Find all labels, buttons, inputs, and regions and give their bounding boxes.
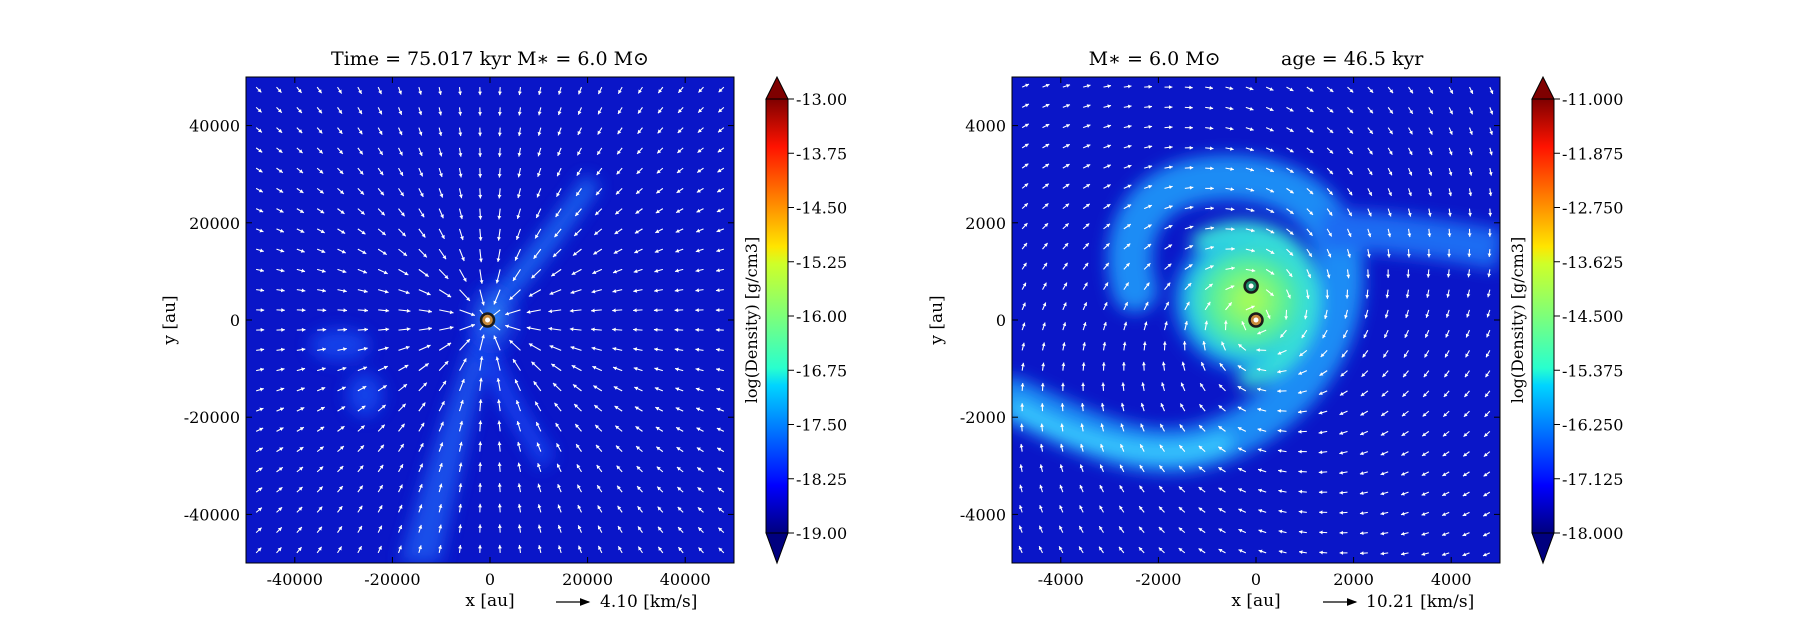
x-tick-label: -40000 bbox=[267, 570, 323, 589]
colorbar-tick-label: -12.750 bbox=[1562, 199, 1623, 218]
right-colorbar-min-extend bbox=[1531, 532, 1555, 565]
colorbar-tick-label: -16.75 bbox=[796, 361, 847, 380]
x-tick-label: 40000 bbox=[660, 570, 711, 589]
left-colorbar-label: log(Density) [g/cm3] bbox=[742, 237, 761, 403]
y-tick-label: -40000 bbox=[184, 505, 240, 524]
right-density-map bbox=[1012, 77, 1500, 563]
x-tick-label: 0 bbox=[1251, 570, 1261, 589]
colorbar-tick-label: -18.25 bbox=[796, 470, 847, 489]
colorbar-tick-label: -13.75 bbox=[796, 144, 847, 163]
left-density-map bbox=[246, 77, 734, 563]
left-xlabel: x [au] bbox=[465, 591, 514, 611]
left-colorbar-max-extend bbox=[765, 75, 789, 100]
x-tick-label: -4000 bbox=[1038, 570, 1084, 589]
x-tick-label: -20000 bbox=[364, 570, 420, 589]
colorbar-tick-label: -13.625 bbox=[1562, 253, 1623, 272]
right-axis-ticks: -4000 -2000 0 2000 4000 -4000 -2000 0 2000 4000 bbox=[960, 77, 1500, 589]
left-panel: Time = 75.017 kyr M∗ = 6.0 M⊙ -40000 -200… bbox=[160, 48, 847, 612]
x-tick-label: 20000 bbox=[562, 570, 613, 589]
right-vector-key-label: 10.21 [km/s] bbox=[1366, 592, 1474, 612]
left-title: Time = 75.017 kyr M∗ = 6.0 M⊙ bbox=[331, 48, 649, 70]
right-colorbar-label: log(Density) [g/cm3] bbox=[1508, 237, 1527, 403]
colorbar-tick-label: -14.50 bbox=[796, 199, 847, 218]
left-vector-key: 4.10 [km/s] bbox=[556, 592, 697, 612]
left-colorbar-fill bbox=[766, 99, 788, 533]
right-ylabel: y [au] bbox=[927, 295, 947, 345]
colorbar-tick-label: -19.00 bbox=[796, 524, 847, 543]
x-tick-label: 0 bbox=[485, 570, 495, 589]
right-velocity-field bbox=[1018, 83, 1494, 557]
right-vector-key: 10.21 [km/s] bbox=[1323, 592, 1474, 612]
right-xlabel: x [au] bbox=[1231, 591, 1280, 611]
y-tick-label: 0 bbox=[230, 311, 240, 330]
colorbar-tick-label: -13.00 bbox=[796, 90, 847, 109]
colorbar-tick-label: -11.000 bbox=[1562, 90, 1623, 109]
x-tick-label: 4000 bbox=[1431, 570, 1472, 589]
left-vector-key-label: 4.10 [km/s] bbox=[600, 592, 697, 612]
colorbar-tick-label: -15.375 bbox=[1562, 361, 1623, 380]
left-ylabel: y [au] bbox=[160, 295, 180, 345]
left-velocity-field bbox=[255, 86, 725, 554]
y-tick-label: -2000 bbox=[960, 408, 1006, 427]
x-tick-label: 2000 bbox=[1333, 570, 1374, 589]
y-tick-label: 2000 bbox=[965, 214, 1006, 233]
right-panel: M∗ = 6.0 M⊙ age = 46.5 kyr -4000 -2000 0 20… bbox=[927, 48, 1623, 612]
colorbar-tick-label: -16.250 bbox=[1562, 416, 1623, 435]
colorbar-tick-label: -11.875 bbox=[1562, 144, 1623, 163]
colorbar-tick-label: -16.00 bbox=[796, 307, 847, 326]
colorbar-tick-label: -17.125 bbox=[1562, 470, 1623, 489]
x-tick-label: -2000 bbox=[1135, 570, 1181, 589]
colorbar-tick-label: -17.50 bbox=[796, 416, 847, 435]
left-axis-ticks: -40000 -20000 0 20000 40000 -40000 -20000 0 2000… bbox=[184, 77, 734, 589]
y-tick-label: -20000 bbox=[184, 408, 240, 427]
left-colorbar-min-extend bbox=[765, 532, 789, 565]
y-tick-label: -4000 bbox=[960, 505, 1006, 524]
right-title: M∗ = 6.0 M⊙ age = 46.5 kyr bbox=[1089, 48, 1425, 70]
y-tick-label: 4000 bbox=[965, 117, 1006, 136]
colorbar-tick-label: -15.25 bbox=[796, 253, 847, 272]
y-tick-label: 20000 bbox=[189, 214, 240, 233]
y-tick-label: 0 bbox=[996, 311, 1006, 330]
right-colorbar-max-extend bbox=[1531, 75, 1555, 100]
colorbar-tick-label: -18.000 bbox=[1562, 524, 1623, 543]
right-colorbar: -11.000 -11.875 -12.750 -13.625 -14.500 -15.3… bbox=[1508, 75, 1623, 565]
left-colorbar: -13.00 -13.75 -14.50 -15.25 -16.00 -16.75 -17.… bbox=[742, 75, 847, 565]
colorbar-tick-label: -14.500 bbox=[1562, 307, 1623, 326]
right-colorbar-fill bbox=[1532, 99, 1554, 533]
y-tick-label: 40000 bbox=[189, 117, 240, 136]
